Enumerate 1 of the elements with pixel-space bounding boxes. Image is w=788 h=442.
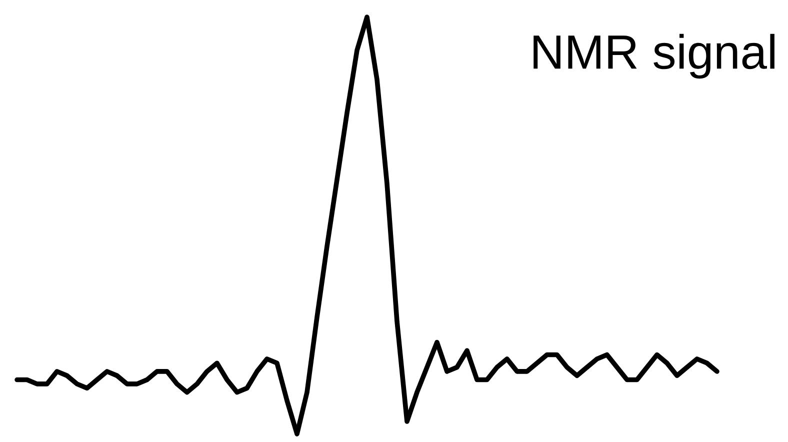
chart-title: NMR signal xyxy=(534,34,774,79)
